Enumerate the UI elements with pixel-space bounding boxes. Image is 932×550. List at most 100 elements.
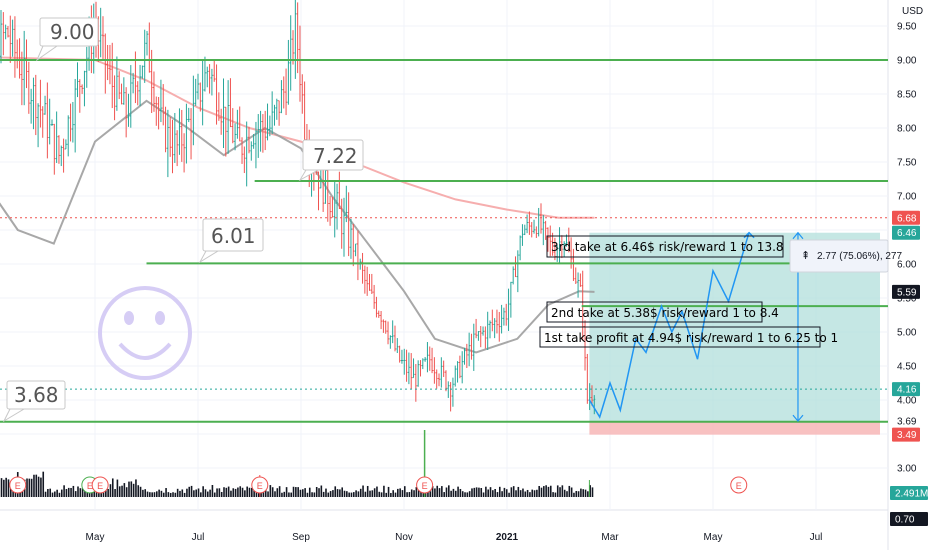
callout-7-22[interactable]: 7.22	[298, 139, 364, 182]
volume-bar	[478, 487, 480, 497]
volume-bar	[267, 491, 269, 497]
volume-bar	[487, 489, 490, 497]
volume-bar	[232, 488, 235, 497]
measure-icon: ⇞	[801, 249, 810, 262]
volume-bar	[577, 491, 580, 497]
price-tag-bg	[892, 382, 920, 397]
price-tag: 6.68	[892, 210, 920, 225]
volume-bar	[540, 487, 543, 497]
volume-bar	[457, 486, 459, 497]
volume-bar	[60, 489, 63, 497]
event-circle	[9, 476, 27, 494]
volume-bar	[441, 486, 443, 497]
volume-bar	[176, 488, 179, 497]
annotation-3rd-take[interactable]: 3rd take at 6.46$ risk/reward 1 to 13.8	[546, 235, 784, 258]
volume-bar	[494, 489, 496, 497]
volume-bar	[149, 492, 151, 497]
volume-bar	[482, 492, 485, 497]
event-label: E	[257, 481, 263, 491]
volume-bar	[489, 487, 492, 497]
volume-bar	[244, 490, 246, 497]
volume-bar	[135, 479, 137, 497]
volume-bar	[181, 489, 184, 497]
volume-bar	[573, 492, 575, 497]
volume-bar	[431, 486, 434, 497]
volume-bar	[304, 488, 306, 497]
earnings-event-marker[interactable]: E	[9, 476, 27, 494]
price-tag-label: 6.68	[897, 213, 917, 224]
volume-bar	[531, 489, 534, 497]
volume-bar	[269, 485, 272, 497]
volume-bar	[257, 492, 260, 497]
volume-bar	[536, 489, 538, 497]
y-tick-label: 5.00	[897, 328, 917, 339]
volume-bar	[329, 491, 332, 497]
volume-bar	[128, 481, 130, 497]
volume-bar	[554, 492, 557, 497]
price-tag-bg	[892, 427, 920, 442]
volume-bar	[582, 489, 585, 497]
y-tick-label: 4.00	[897, 396, 917, 407]
volume-tags: 2.491M 0.70	[890, 486, 928, 526]
price-tag-label: 4.16	[897, 385, 917, 396]
volume-bar	[471, 488, 473, 497]
volume-bar	[26, 478, 28, 497]
volume-bar	[132, 483, 135, 497]
stop-zone[interactable]	[589, 421, 880, 435]
volume-bar	[362, 485, 364, 497]
annotation-2nd-take[interactable]: 2nd take at 5.38$ risk/reward 1 to 8.4	[546, 301, 779, 323]
volume-bar	[142, 489, 144, 497]
volume-bar	[230, 490, 232, 497]
volume-bar	[519, 490, 522, 497]
volume-bar	[253, 485, 255, 497]
volume-bar	[325, 488, 327, 497]
volume-bar	[0, 478, 3, 497]
callout-3-68[interactable]: 3.68	[2, 380, 66, 423]
volume-bar	[311, 492, 313, 497]
annotation-1st-take[interactable]: 1st take profit at 4.94$ risk/reward 1 t…	[539, 326, 838, 348]
volume-bar	[241, 487, 244, 497]
volume-bar	[37, 476, 40, 497]
volume-bar	[580, 488, 582, 497]
callout-6-01[interactable]: 6.01	[198, 218, 264, 264]
horizontal-levels[interactable]	[0, 59, 888, 423]
smiley-face-drawing[interactable]	[98, 286, 192, 380]
price-tag-label: 3.49	[897, 430, 917, 441]
volume-bar	[492, 490, 494, 497]
measure-label-box: ⇞ 2.77 (75.06%), 277	[789, 239, 902, 273]
volume-bar	[359, 488, 362, 497]
callout-9-00[interactable]: 9.00	[35, 17, 99, 62]
volume-bar	[401, 490, 404, 497]
volume-bar	[364, 491, 367, 497]
earnings-event-marker[interactable]: E	[251, 476, 269, 494]
volume-bar	[172, 492, 174, 497]
volume-bar	[378, 491, 381, 497]
earnings-event-marker[interactable]: E	[730, 476, 748, 494]
annotation-text: 2nd take at 5.38$ risk/reward 1 to 8.4	[551, 306, 779, 320]
volume-bar	[40, 477, 42, 497]
volume-bar	[503, 487, 506, 497]
event-label: E	[15, 481, 21, 491]
volume-bar	[111, 478, 114, 497]
earnings-event-marker[interactable]: E	[91, 476, 109, 494]
event-circle	[91, 476, 109, 494]
volume-bar	[162, 492, 165, 497]
volume-bar	[264, 485, 267, 497]
projection-line[interactable]	[588, 232, 750, 419]
volume-bar	[151, 492, 153, 497]
volume-bar	[74, 491, 77, 497]
volume-bar	[100, 490, 102, 497]
earnings-event-marker[interactable]: E	[416, 476, 434, 494]
volume-bar	[505, 489, 508, 497]
volume-bar	[355, 490, 357, 497]
volume-bar	[452, 488, 455, 497]
volume-bar	[7, 479, 10, 497]
volume-bar	[336, 489, 339, 497]
volume-bar	[334, 486, 337, 497]
volume-bar	[47, 489, 49, 497]
time-axis[interactable]: May Jul Sep Nov 2021 Mar May Jul	[86, 532, 823, 543]
volume-bar	[58, 492, 61, 497]
price-tag-bg	[892, 210, 920, 225]
volume-bar	[28, 478, 31, 497]
